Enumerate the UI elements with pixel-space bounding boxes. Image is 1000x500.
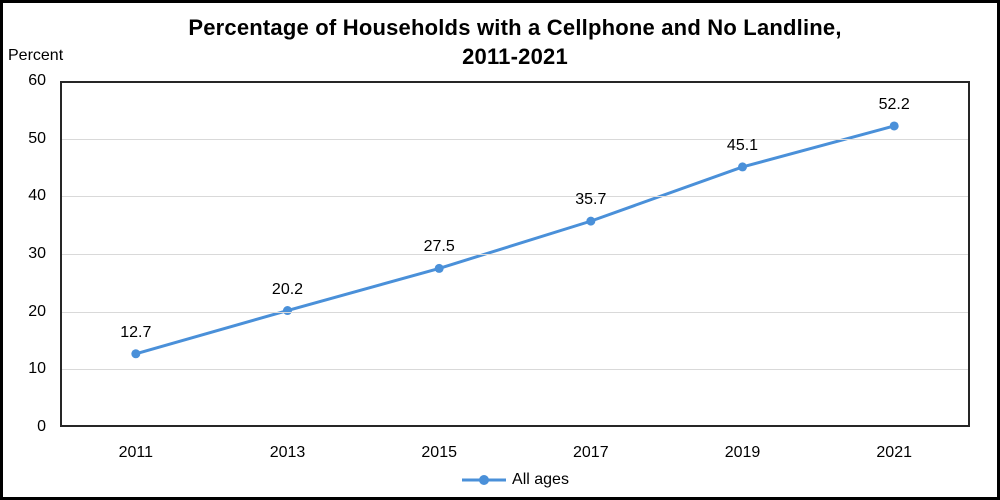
data-point-label-2011: 12.7 [120, 323, 152, 341]
y-axis-tick-label-30: 30 [28, 245, 46, 262]
data-point-label-2017: 35.7 [575, 191, 607, 209]
chart-title: Percentage of Households with a Cellphon… [60, 13, 970, 71]
x-axis-tick-label-2017: 2017 [573, 444, 609, 461]
chart-title-line-2: 2011-2021 [462, 44, 568, 69]
series-path-all-ages [134, 124, 896, 356]
series-line-all-ages [131, 121, 899, 359]
y-axis-tick-label-40: 40 [28, 187, 46, 205]
legend-line-marker-icon [462, 475, 507, 485]
plot-area [60, 81, 970, 427]
data-point-marker-2015 [434, 263, 444, 273]
x-axis-tick-label-2013: 2013 [269, 444, 306, 461]
gridline-y-40 [62, 196, 968, 198]
y-axis-unit-label: Percent [8, 47, 64, 64]
data-point-marker-2017 [586, 216, 596, 226]
y-axis-tick-label-50: 50 [28, 129, 46, 147]
chart-title-line-1: Percentage of Households with a Cellphon… [188, 15, 842, 40]
data-point-marker-2019 [738, 162, 747, 172]
legend-label-all-ages: All ages [512, 471, 569, 488]
data-point-marker-2011 [131, 349, 141, 359]
y-axis-tick-label-20: 20 [28, 302, 46, 320]
x-axis-tick-label-2021: 2021 [876, 444, 912, 461]
data-point-marker-2021 [889, 121, 899, 131]
gridline-y-50 [62, 138, 968, 140]
gridline-y-10 [62, 369, 968, 371]
data-point-label-2021: 52.2 [878, 96, 910, 113]
data-point-label-2019: 45.1 [726, 136, 759, 154]
data-point-marker-2013 [283, 306, 292, 316]
x-axis-tick-label-2019: 2019 [724, 444, 761, 461]
y-axis: 0 10 20 30 40 50 60 [0, 0, 48, 500]
y-axis-tick-label-10: 10 [28, 360, 46, 378]
gridline-y-20 [62, 311, 968, 313]
x-axis-tick-label-2015: 2015 [421, 444, 457, 461]
y-axis-tick-label-60: 60 [28, 72, 46, 89]
y-axis-tick-label-0: 0 [37, 418, 46, 435]
data-point-label-2013: 20.2 [271, 280, 304, 298]
gridline-y-30 [62, 254, 968, 255]
legend: All ages [60, 469, 970, 491]
data-point-label-2015: 27.5 [423, 238, 455, 256]
x-axis-tick-label-2011: 2011 [118, 444, 153, 461]
